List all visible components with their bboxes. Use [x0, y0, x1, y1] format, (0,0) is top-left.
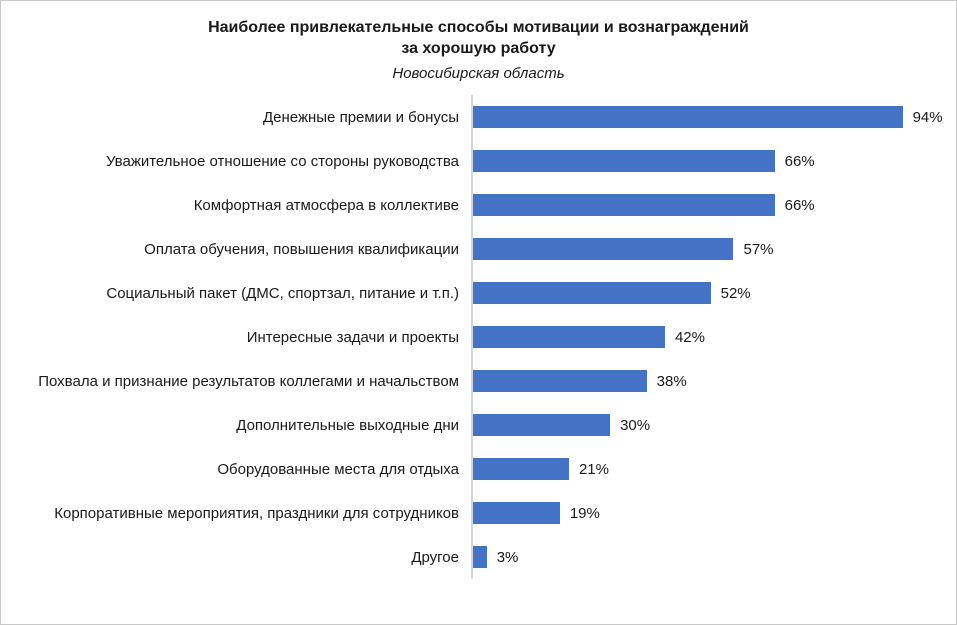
bar-row: Дополнительные выходные дни 30%	[9, 403, 956, 447]
category-label: Денежные премии и бонусы	[263, 108, 459, 126]
category-label: Оплата обучения, повышения квалификации	[144, 240, 459, 258]
bar	[473, 370, 647, 392]
row-plot: 66%	[471, 150, 956, 172]
bar	[473, 282, 711, 304]
row-plot: 30%	[471, 414, 956, 436]
category-label: Похвала и признание результатов коллегам…	[38, 372, 459, 390]
row-plot: 52%	[471, 282, 956, 304]
bar	[473, 458, 569, 480]
category-label: Уважительное отношение со стороны руково…	[105, 152, 459, 170]
chart-title-line2: за хорошую работу	[401, 40, 556, 57]
bar	[473, 546, 487, 568]
category-label: Социальный пакет (ДМС, спортзал, питание…	[106, 284, 459, 302]
row-plot: 21%	[471, 458, 956, 480]
bar	[473, 150, 775, 172]
bar	[473, 106, 903, 128]
bar-row: Другое 3%	[9, 535, 956, 579]
row-plot: 66%	[471, 194, 956, 216]
bar-row: Интересные задачи и проекты 42%	[9, 315, 956, 359]
bar	[473, 414, 611, 436]
row-plot: 57%	[471, 238, 956, 260]
value-label: 30%	[620, 416, 651, 434]
category-label: Оборудованные места для отдыха	[217, 460, 459, 478]
value-label: 42%	[674, 328, 705, 346]
value-label: 21%	[578, 460, 609, 478]
bar	[473, 194, 775, 216]
bar	[473, 326, 665, 348]
value-label: 3%	[496, 548, 519, 566]
category-label: Корпоративные мероприятия, праздники для…	[54, 504, 459, 522]
chart-header: Наиболее привлекательные способы мотивац…	[1, 1, 956, 83]
row-plot: 3%	[471, 546, 956, 568]
row-plot: 42%	[471, 326, 956, 348]
bar-rows: Денежные премии и бонусы 94% Уважительное …	[9, 95, 956, 579]
row-plot: 19%	[471, 502, 956, 524]
bar-row: Оплата обучения, повышения квалификации 5…	[9, 227, 956, 271]
bar-row: Похвала и признание результатов коллегам…	[9, 359, 956, 403]
category-label: Другое	[411, 548, 459, 566]
value-label: 57%	[743, 240, 774, 258]
bar-row: Уважительное отношение со стороны руково…	[9, 139, 956, 183]
bar-row: Комфортная атмосфера в коллективе 66%	[9, 183, 956, 227]
chart-plot-area: Денежные премии и бонусы 94% Уважительное …	[1, 95, 956, 579]
value-label: 66%	[784, 196, 815, 214]
value-label: 19%	[569, 504, 600, 522]
row-plot: 38%	[471, 370, 956, 392]
category-label: Дополнительные выходные дни	[236, 416, 459, 434]
value-label: 38%	[656, 372, 687, 390]
value-label: 66%	[784, 152, 815, 170]
bar-row: Социальный пакет (ДМС, спортзал, питание…	[9, 271, 956, 315]
bar-row: Корпоративные мероприятия, праздники для…	[9, 491, 956, 535]
row-plot: 94%	[471, 106, 956, 128]
category-label: Интересные задачи и проекты	[246, 328, 459, 346]
chart-subtitle: Новосибирская область	[392, 65, 565, 82]
category-label: Комфортная атмосфера в коллективе	[193, 196, 459, 214]
bar	[473, 238, 734, 260]
value-label: 94%	[912, 108, 943, 126]
value-label: 52%	[720, 284, 751, 302]
chart-title: Наиболее привлекательные способы мотивац…	[1, 17, 956, 59]
bar	[473, 502, 560, 524]
bar-row: Денежные премии и бонусы 94%	[9, 95, 956, 139]
y-axis-line	[471, 95, 473, 579]
chart-title-line1: Наиболее привлекательные способы мотивац…	[208, 19, 749, 36]
bar-row: Оборудованные места для отдыха 21%	[9, 447, 956, 491]
